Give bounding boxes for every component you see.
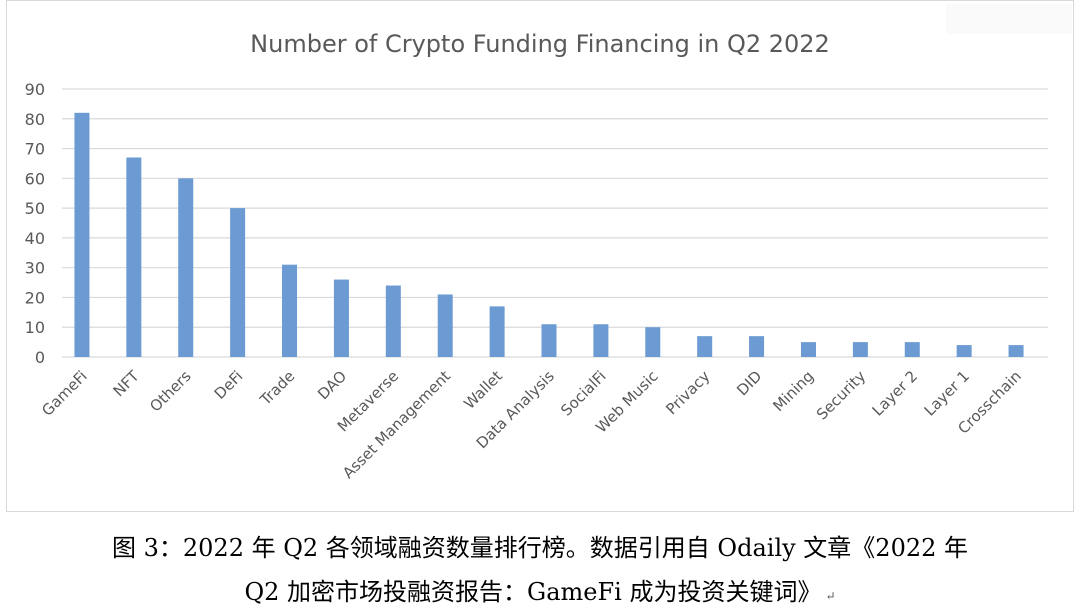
y-tick-label: 10 — [25, 318, 45, 337]
x-tick-label: Security — [813, 367, 869, 423]
y-tick-label: 0 — [35, 348, 45, 367]
bar — [437, 294, 453, 357]
x-tick-label: Layer 2 — [869, 367, 921, 419]
bar — [852, 342, 868, 357]
figure-caption-line-1: 图 3：2022 年 Q2 各领域融资数量排行榜。数据引用自 Odaily 文章… — [0, 528, 1080, 563]
bar — [645, 327, 661, 357]
bar — [178, 178, 194, 357]
x-tick-label: SocialFi — [557, 367, 609, 419]
bar — [74, 112, 90, 357]
bar — [230, 208, 246, 357]
x-tick-label: GameFi — [38, 367, 91, 420]
chart-title: Number of Crypto Funding Financing in Q2… — [250, 30, 830, 58]
bar — [904, 342, 920, 357]
y-tick-label: 20 — [25, 288, 45, 307]
bar — [956, 345, 972, 357]
bar — [800, 342, 816, 357]
x-tick-label: NFT — [110, 367, 144, 401]
y-tick-label: 90 — [25, 80, 45, 99]
y-tick-label: 30 — [25, 259, 45, 278]
bar — [749, 336, 765, 357]
y-tick-label: 60 — [25, 169, 45, 188]
bar — [593, 324, 609, 357]
x-tick-label: Trade — [256, 367, 298, 409]
bar — [697, 336, 713, 357]
x-tick-label: Privacy — [662, 367, 713, 418]
bar — [126, 157, 142, 357]
bar — [385, 285, 401, 357]
bar — [333, 279, 349, 357]
x-tick-label: Others — [146, 367, 195, 416]
figure-caption-line-2: Q2 加密市场投融资报告：GameFi 成为投资关键词》 ↵ — [0, 572, 1080, 607]
y-tick-label: 50 — [25, 199, 45, 218]
y-tick-label: 80 — [25, 110, 45, 129]
bar — [541, 324, 557, 357]
paragraph-return-icon: ↵ — [825, 589, 836, 603]
y-tick-label: 40 — [25, 229, 45, 248]
bar — [1008, 345, 1024, 357]
y-tick-label: 70 — [25, 140, 45, 159]
x-tick-label: Wallet — [460, 367, 506, 413]
x-tick-label: DeFi — [211, 367, 247, 403]
bar — [282, 264, 298, 357]
x-tick-label: Layer 1 — [921, 367, 973, 419]
x-tick-label: DAO — [314, 367, 350, 403]
bar — [489, 306, 505, 357]
x-tick-label: Mining — [769, 367, 817, 415]
watermark-box — [946, 4, 1072, 34]
bar-chart: Number of Crypto Funding Financing in Q2… — [25, 30, 1048, 482]
figure-caption-text-2: Q2 加密市场投融资报告：GameFi 成为投资关键词》 — [244, 578, 822, 606]
x-tick-label: DID — [733, 367, 765, 399]
figure-caption-text-1: 图 3：2022 年 Q2 各领域融资数量排行榜。数据引用自 Odaily 文章… — [111, 534, 969, 562]
